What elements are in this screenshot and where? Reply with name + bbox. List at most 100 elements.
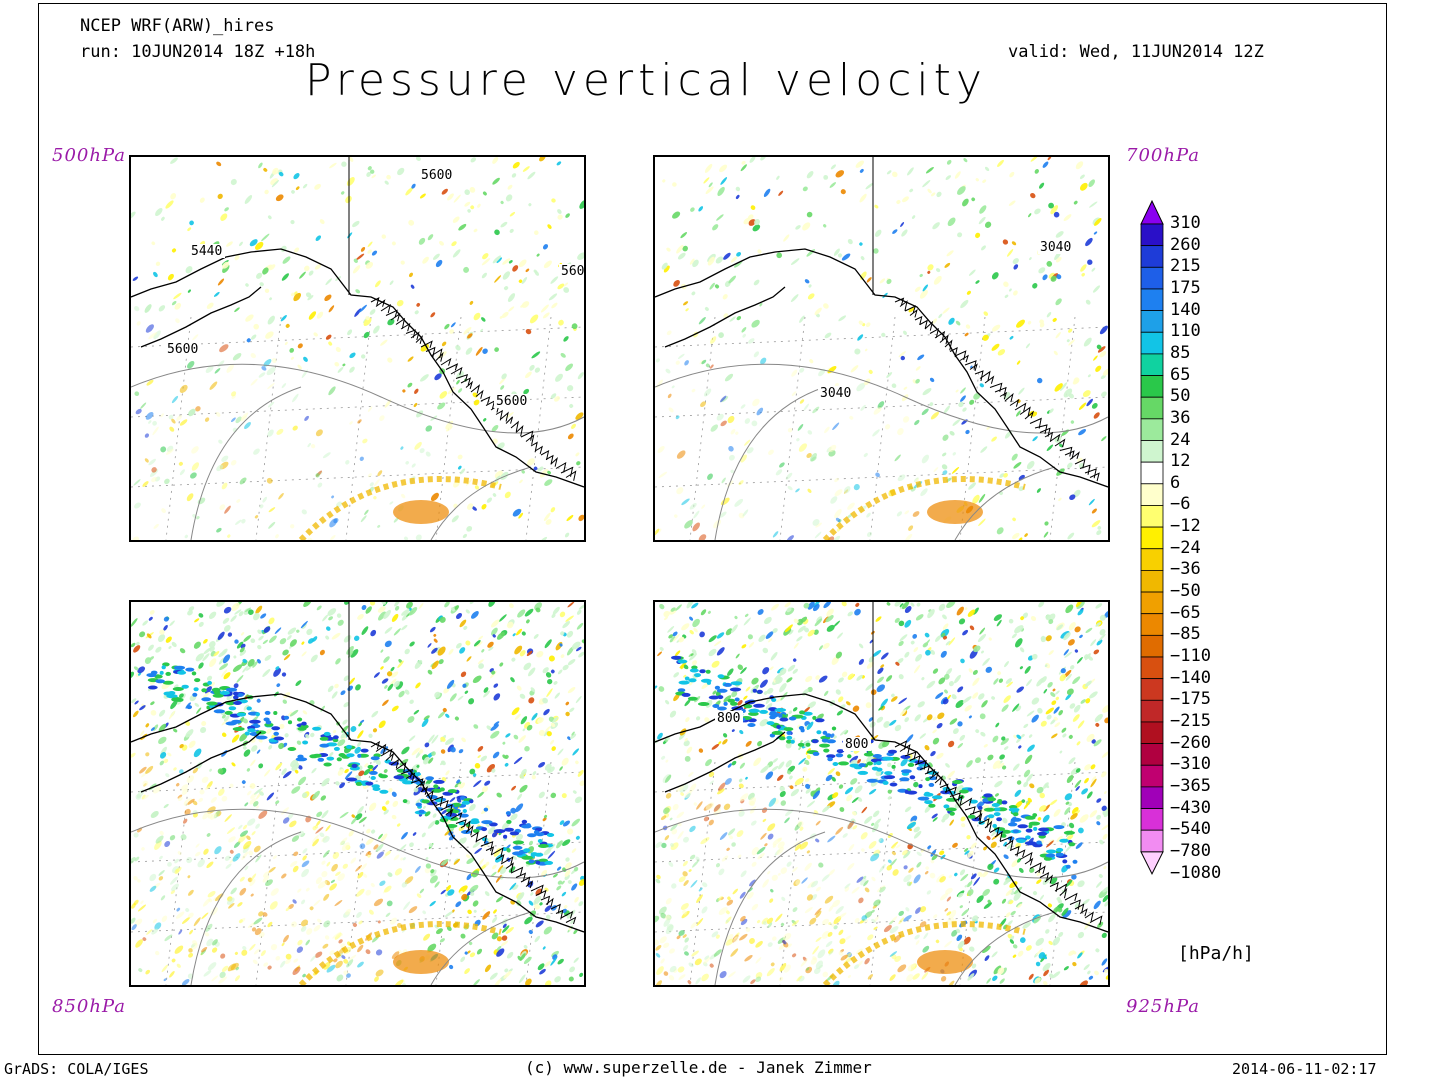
grid-line — [345, 316, 372, 540]
field-speck — [785, 808, 794, 817]
field-speck — [930, 849, 937, 857]
field-speck — [709, 963, 714, 968]
field-speck — [1015, 800, 1023, 808]
field-speck — [792, 668, 798, 674]
field-speck — [1036, 488, 1041, 493]
field-speck — [307, 442, 311, 448]
field-speck — [814, 967, 821, 975]
field-speck — [1022, 922, 1031, 929]
field-speck — [838, 929, 844, 936]
field-speck — [1068, 757, 1076, 765]
field-speck — [434, 373, 442, 381]
field-speck — [528, 900, 534, 906]
coastline — [1074, 458, 1086, 468]
coastline — [450, 811, 463, 820]
field-speck — [510, 677, 515, 683]
field-speck — [447, 387, 456, 395]
field-speck — [578, 604, 584, 610]
field-speck — [243, 840, 252, 850]
field-speck — [474, 847, 483, 854]
field-speck — [915, 378, 920, 384]
field-speck — [710, 336, 717, 344]
field-speck — [693, 627, 698, 633]
field-speck — [703, 388, 712, 397]
field-speck — [297, 754, 304, 759]
field-speck — [756, 920, 761, 924]
field-speck — [234, 609, 242, 615]
field-speck — [282, 770, 292, 779]
field-speck — [798, 746, 802, 751]
field-speck — [672, 803, 679, 811]
field-speck — [578, 879, 584, 886]
field-speck — [163, 978, 167, 982]
field-speck — [1013, 264, 1019, 270]
field-speck — [779, 683, 787, 693]
field-speck — [579, 972, 584, 978]
field-speck — [526, 619, 530, 624]
field-speck — [427, 234, 434, 241]
field-speck — [415, 802, 422, 807]
field-speck — [926, 890, 932, 895]
field-speck — [887, 796, 892, 800]
field-speck — [239, 830, 249, 837]
field-speck — [718, 868, 725, 876]
field-speck — [556, 840, 563, 849]
field-speck — [454, 716, 459, 721]
field-speck — [221, 669, 228, 677]
field-speck — [163, 803, 169, 809]
field-speck — [883, 775, 896, 780]
field-speck — [250, 378, 258, 386]
coastline — [894, 740, 908, 750]
field-speck — [786, 739, 792, 744]
field-speck — [739, 762, 746, 769]
colorbar-label: −36 — [1170, 559, 1201, 580]
field-speck — [947, 740, 955, 748]
field-speck — [154, 922, 162, 930]
field-speck — [293, 851, 299, 857]
field-speck — [571, 883, 578, 891]
field-speck — [567, 433, 574, 440]
coastline — [420, 340, 433, 348]
field-speck — [1055, 231, 1064, 238]
field-speck — [175, 866, 182, 873]
field-speck — [804, 778, 810, 783]
field-speck — [931, 795, 943, 800]
field-speck — [265, 720, 272, 725]
field-speck — [567, 736, 571, 741]
field-speck — [205, 365, 214, 374]
field-speck — [457, 454, 463, 460]
field-speck — [757, 249, 762, 254]
field-speck — [346, 753, 355, 758]
field-speck — [380, 649, 384, 653]
field-speck — [224, 855, 231, 861]
field-speck — [983, 793, 993, 798]
field-speck — [226, 241, 233, 247]
field-speck — [507, 293, 516, 303]
field-speck — [697, 702, 710, 706]
field-speck — [887, 762, 892, 768]
field-speck — [476, 948, 483, 955]
field-speck — [833, 735, 837, 739]
field-speck — [178, 929, 183, 935]
field-speck — [856, 948, 863, 955]
field-speck — [578, 651, 584, 658]
field-speck — [574, 796, 583, 804]
field-speck — [425, 425, 433, 432]
field-speck — [749, 157, 756, 163]
field-speck — [243, 704, 249, 711]
coastline — [1004, 839, 1014, 850]
coastline — [370, 740, 381, 750]
field-speck — [200, 726, 207, 734]
field-speck — [368, 733, 373, 738]
field-speck — [356, 888, 365, 897]
field-speck — [147, 685, 158, 690]
field-speck — [352, 220, 360, 228]
grid-line — [525, 761, 552, 985]
field-speck — [567, 687, 576, 694]
field-speck — [815, 838, 820, 843]
field-speck — [525, 268, 530, 273]
field-speck — [233, 683, 239, 689]
field-speck — [868, 788, 877, 795]
field-speck — [999, 473, 1005, 478]
